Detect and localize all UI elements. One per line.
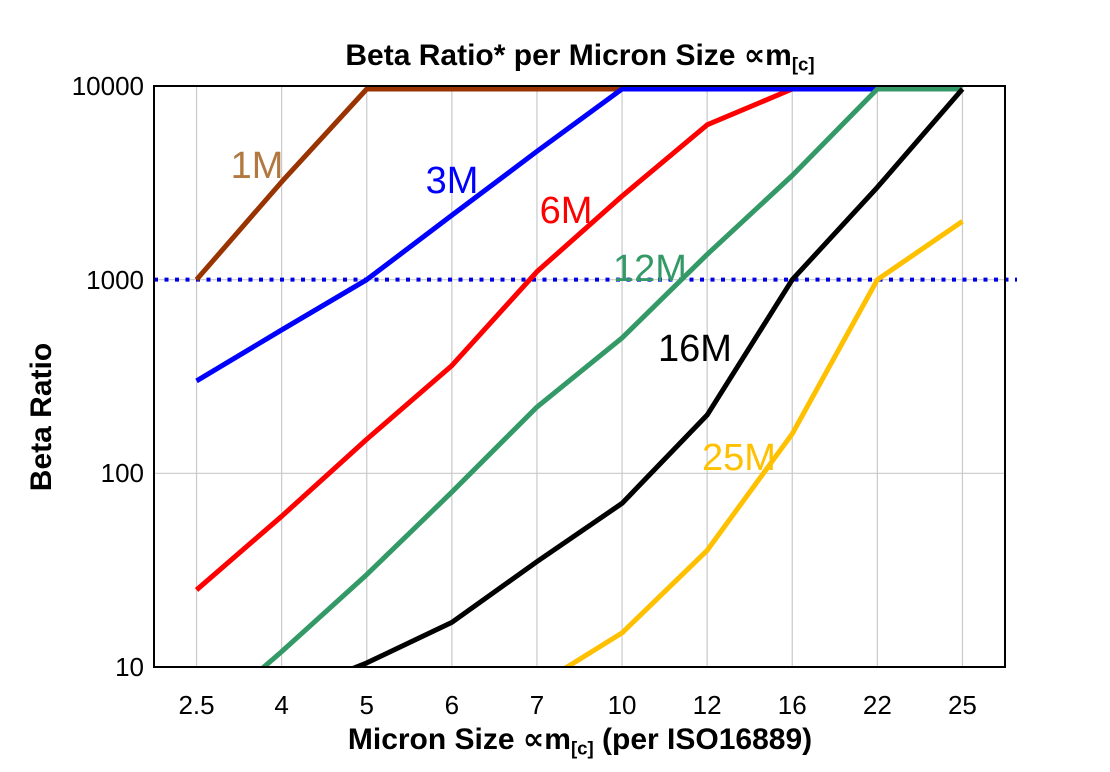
- y-tick-label: 10000: [71, 71, 144, 101]
- x-axis-title-subscript: [c]: [570, 737, 594, 759]
- y-tick-label: 1000: [86, 264, 144, 295]
- series-line-12M: [258, 86, 963, 668]
- series-label-6M: 6M: [539, 190, 593, 232]
- chart-title-subscript: [c]: [791, 53, 815, 75]
- chart-title-text: Beta Ratio* per Micron Size ∝m: [345, 39, 792, 72]
- x-axis-title-suffix: (per ISO16889): [593, 723, 813, 756]
- chart-title: Beta Ratio* per Micron Size ∝m[c]: [100, 38, 1060, 76]
- series-label-1M: 1M: [230, 145, 284, 187]
- x-tick-label: 4: [274, 690, 289, 720]
- plot-frame: [153, 85, 1006, 668]
- x-tick-label: 7: [529, 690, 545, 720]
- x-axis-title-text: Micron Size ∝m: [347, 723, 571, 756]
- x-tick-label: 10: [607, 690, 637, 720]
- x-tick-label: 25: [947, 690, 977, 720]
- series-line-25M: [560, 219, 964, 668]
- series-line-16M: [347, 87, 965, 668]
- x-tick-label: 16: [777, 690, 807, 720]
- series-label-25M: 25M: [702, 437, 776, 479]
- x-tick-label: 12: [692, 690, 722, 720]
- x-tick-label: 5: [359, 690, 374, 720]
- series-line-3M: [195, 86, 963, 384]
- y-tick-label: 10: [115, 652, 144, 682]
- x-axis-title: Micron Size ∝m[c] (per ISO16889): [100, 722, 1060, 760]
- x-tick-label: 6: [444, 690, 460, 720]
- y-axis-title: Beta Ratio: [25, 342, 58, 492]
- series-label-12M: 12M: [613, 248, 687, 290]
- y-tick-label: 100: [100, 458, 144, 489]
- x-tick-label: 2.5: [178, 690, 215, 720]
- series-label-16M: 16M: [658, 328, 732, 370]
- x-tick-label: 22: [862, 690, 892, 720]
- series-label-3M: 3M: [425, 160, 479, 202]
